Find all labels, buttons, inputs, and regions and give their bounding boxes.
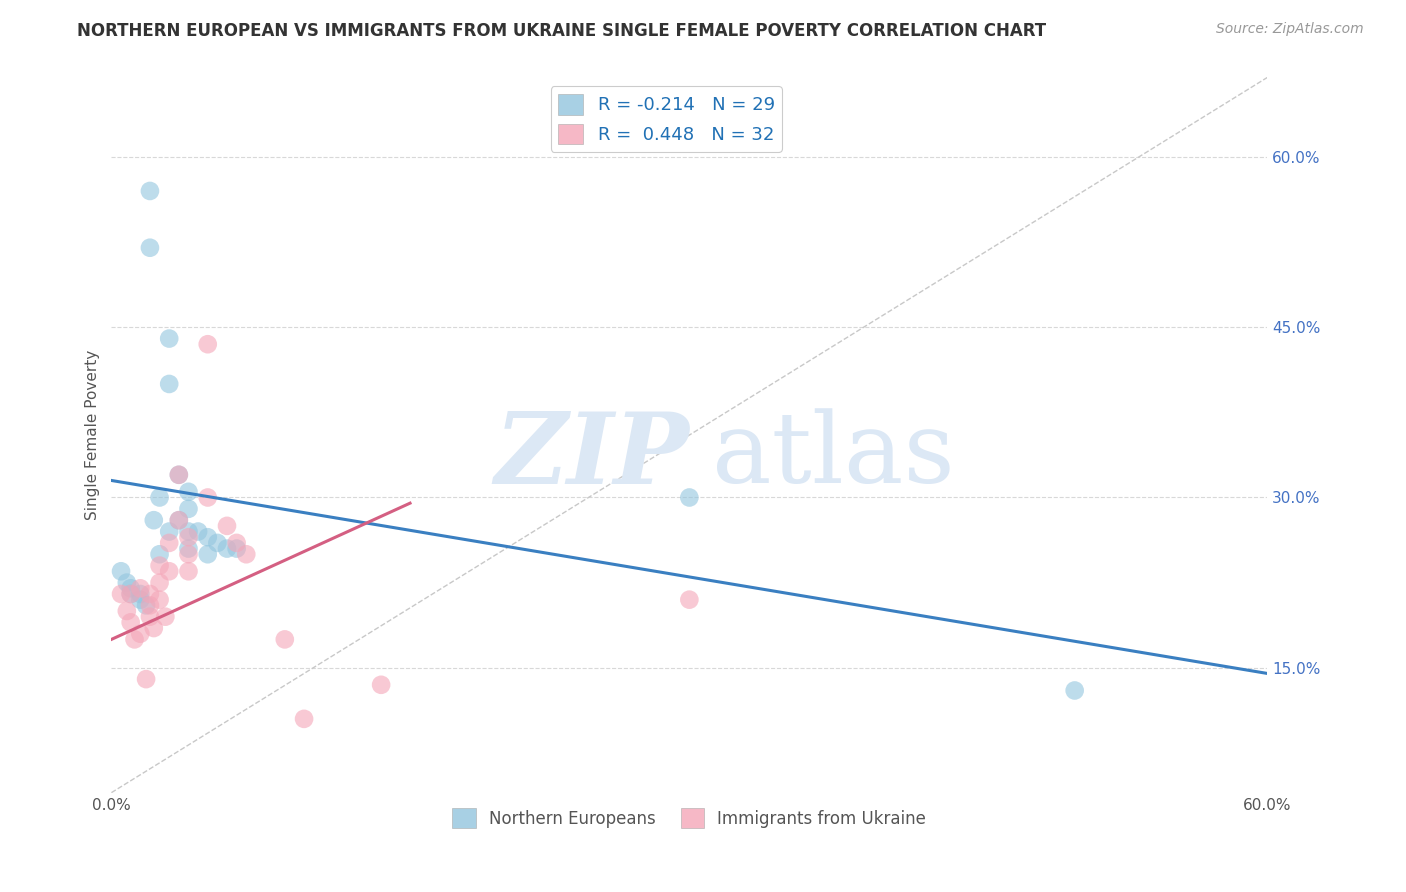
Point xyxy=(215,541,238,556)
Point xyxy=(139,241,162,255)
Point xyxy=(167,467,190,482)
Point xyxy=(115,604,138,618)
Point xyxy=(148,547,170,561)
Point xyxy=(157,332,180,346)
Point xyxy=(115,575,138,590)
Point xyxy=(207,536,229,550)
Point xyxy=(129,582,152,596)
Point xyxy=(142,621,165,635)
Point xyxy=(370,678,392,692)
Point xyxy=(148,558,170,573)
Point xyxy=(167,467,190,482)
Point xyxy=(120,587,142,601)
Point xyxy=(139,599,162,613)
Point xyxy=(120,587,142,601)
Point xyxy=(124,632,146,647)
Point xyxy=(235,547,257,561)
Point xyxy=(129,587,152,601)
Point xyxy=(197,491,219,505)
Point xyxy=(197,337,219,351)
Point xyxy=(177,484,200,499)
Point xyxy=(177,524,200,539)
Text: NORTHERN EUROPEAN VS IMMIGRANTS FROM UKRAINE SINGLE FEMALE POVERTY CORRELATION C: NORTHERN EUROPEAN VS IMMIGRANTS FROM UKR… xyxy=(77,22,1046,40)
Point xyxy=(167,513,190,527)
Point xyxy=(157,376,180,391)
Point xyxy=(678,491,700,505)
Legend: Northern Europeans, Immigrants from Ukraine: Northern Europeans, Immigrants from Ukra… xyxy=(446,802,934,834)
Point xyxy=(678,592,700,607)
Text: atlas: atlas xyxy=(713,409,955,504)
Point xyxy=(274,632,297,647)
Point xyxy=(177,541,200,556)
Point xyxy=(292,712,315,726)
Point xyxy=(197,530,219,544)
Point xyxy=(177,547,200,561)
Point xyxy=(157,524,180,539)
Point xyxy=(215,519,238,533)
Point xyxy=(157,536,180,550)
Point xyxy=(225,541,247,556)
Point xyxy=(1063,683,1085,698)
Point xyxy=(135,672,157,686)
Point xyxy=(135,599,157,613)
Text: Source: ZipAtlas.com: Source: ZipAtlas.com xyxy=(1216,22,1364,37)
Point xyxy=(139,184,162,198)
Point xyxy=(129,626,152,640)
Point xyxy=(148,575,170,590)
Point xyxy=(120,582,142,596)
Point xyxy=(197,547,219,561)
Point xyxy=(177,501,200,516)
Point xyxy=(120,615,142,630)
Point xyxy=(177,530,200,544)
Point xyxy=(142,513,165,527)
Point xyxy=(167,513,190,527)
Point xyxy=(187,524,209,539)
Point xyxy=(155,609,177,624)
Y-axis label: Single Female Poverty: Single Female Poverty xyxy=(86,350,100,520)
Point xyxy=(139,587,162,601)
Point xyxy=(110,587,132,601)
Text: ZIP: ZIP xyxy=(495,409,689,505)
Point xyxy=(148,491,170,505)
Point xyxy=(139,609,162,624)
Point xyxy=(157,564,180,578)
Point xyxy=(225,536,247,550)
Point xyxy=(110,564,132,578)
Point xyxy=(148,592,170,607)
Point xyxy=(177,564,200,578)
Point xyxy=(129,592,152,607)
